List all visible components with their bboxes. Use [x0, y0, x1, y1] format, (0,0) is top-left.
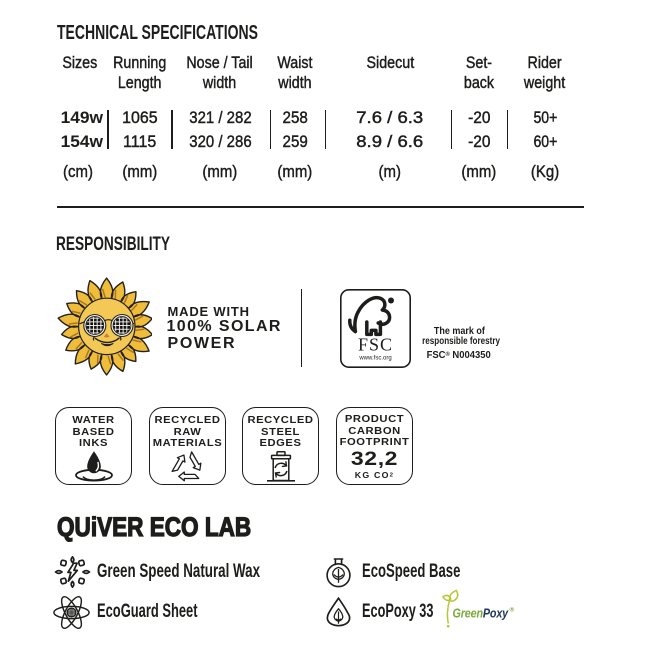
svg-text:www.fsc.org: www.fsc.org [358, 356, 391, 362]
svg-text:®: ® [510, 606, 515, 614]
svg-text:FSC: FSC [358, 335, 393, 355]
svg-text:GreenPoxy: GreenPoxy [453, 606, 510, 621]
